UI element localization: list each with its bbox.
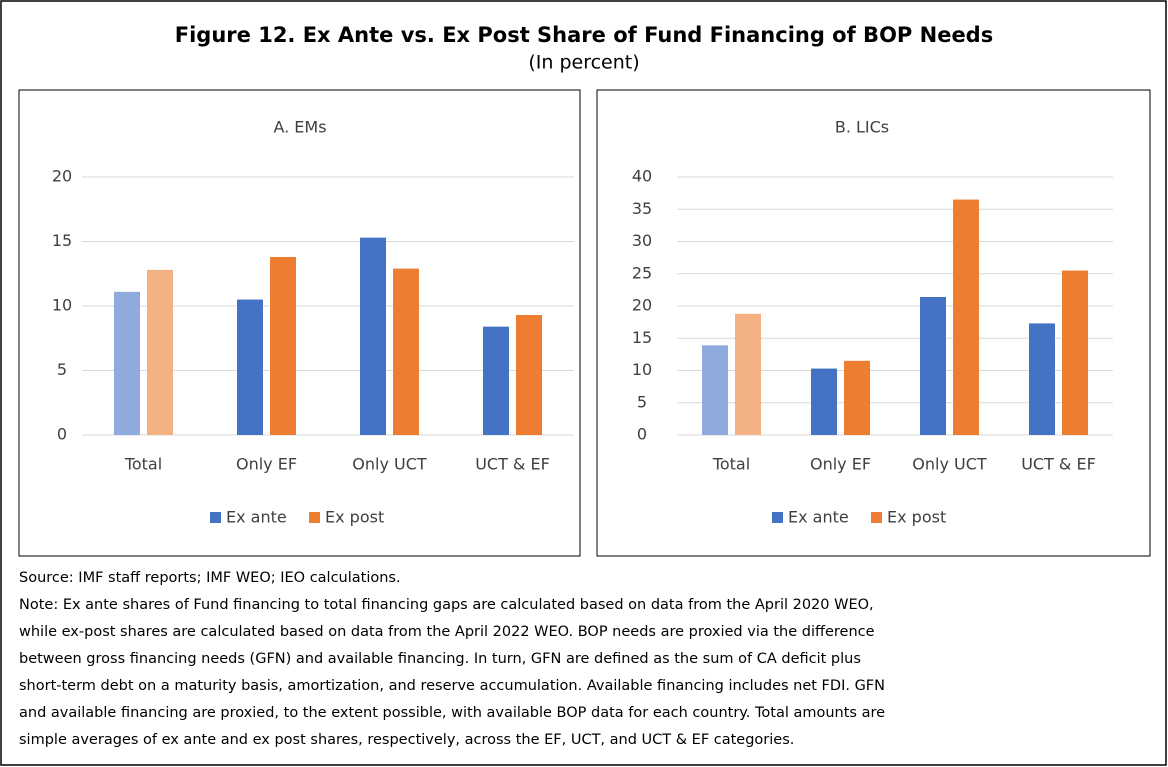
- bar: [953, 199, 979, 435]
- y-tick-label: 40: [632, 167, 652, 186]
- legend-swatch: [871, 512, 882, 523]
- note-line: simple averages of ex ante and ex post s…: [19, 732, 794, 748]
- x-tick-label: Total: [712, 455, 750, 474]
- bar: [114, 291, 140, 435]
- note-line: while ex-post shares are calculated base…: [19, 624, 875, 640]
- source: Source: IMF staff reports; IMF WEO; IEO …: [19, 570, 401, 586]
- bar: [702, 345, 728, 435]
- bar: [735, 313, 761, 435]
- bar: [920, 296, 946, 435]
- legend-swatch: [772, 512, 783, 523]
- y-tick-label: 0: [637, 425, 647, 444]
- chart-title: A. EMs: [273, 118, 326, 137]
- y-tick-label: 5: [57, 360, 67, 379]
- note-line: Note: Ex ante shares of Fund financing t…: [19, 597, 874, 613]
- y-tick-label: 35: [632, 199, 652, 218]
- bar: [483, 326, 509, 435]
- x-tick-label: Only UCT: [352, 455, 427, 474]
- bar: [147, 269, 173, 435]
- bar: [270, 256, 296, 435]
- y-tick-label: 15: [632, 328, 652, 347]
- x-tick-label: Only EF: [810, 455, 871, 474]
- note-line: short-term debt on a maturity basis, amo…: [19, 678, 885, 694]
- note-line: and available financing are proxied, to …: [19, 705, 885, 721]
- bar: [516, 315, 542, 435]
- x-tick-label: UCT & EF: [1021, 455, 1096, 474]
- panel-border: [596, 89, 1151, 557]
- x-tick-label: Total: [124, 455, 162, 474]
- y-tick-label: 20: [632, 296, 652, 315]
- bar: [811, 368, 837, 435]
- y-tick-label: 25: [632, 263, 652, 282]
- figure-subtitle: (In percent): [528, 52, 639, 74]
- y-tick-label: 30: [632, 231, 652, 250]
- figure-title: Figure 12. Ex Ante vs. Ex Post Share of …: [175, 23, 993, 47]
- bar: [844, 360, 870, 435]
- chart-title: B. LICs: [835, 118, 889, 137]
- legend-label: Ex post: [325, 508, 384, 527]
- bar: [1062, 270, 1088, 435]
- bar: [1029, 323, 1055, 435]
- bar: [393, 268, 419, 435]
- legend-swatch: [210, 512, 221, 523]
- x-tick-label: Only EF: [236, 455, 297, 474]
- note-line: between gross financing needs (GFN) and …: [19, 651, 861, 667]
- bar: [360, 237, 386, 435]
- x-tick-label: Only UCT: [912, 455, 987, 474]
- y-tick-label: 20: [52, 167, 72, 186]
- y-tick-label: 15: [52, 231, 72, 250]
- y-tick-label: 0: [57, 425, 67, 444]
- bar: [237, 299, 263, 435]
- y-tick-label: 10: [632, 360, 652, 379]
- legend-swatch: [309, 512, 320, 523]
- legend-label: Ex ante: [226, 508, 287, 527]
- legend-label: Ex ante: [788, 508, 849, 527]
- x-tick-label: UCT & EF: [475, 455, 550, 474]
- panel-border: [18, 89, 581, 557]
- y-tick-label: 5: [637, 392, 647, 411]
- legend-label: Ex post: [887, 508, 946, 527]
- y-tick-label: 10: [52, 296, 72, 315]
